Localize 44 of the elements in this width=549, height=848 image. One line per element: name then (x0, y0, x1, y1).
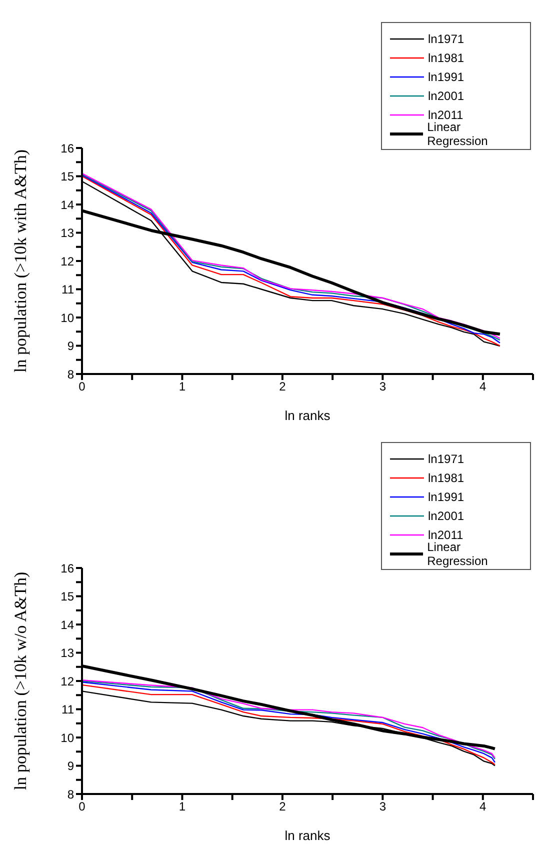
legend-label: ln1991 (428, 70, 464, 84)
y-tick-label: 10 (60, 310, 74, 325)
x-tick-label: 0 (78, 800, 86, 814)
legend-label: ln2001 (428, 88, 464, 102)
y-tick-label: 12 (60, 254, 74, 268)
y-tick-label: 11 (62, 702, 74, 717)
y-tick-label: 15 (60, 590, 74, 604)
y-tick-label: 10 (60, 730, 74, 745)
legend-label: ln2001 (428, 508, 464, 522)
x-tick-label: 3 (379, 800, 386, 814)
y-tick-label: 8 (67, 367, 74, 382)
y-tick-label: 8 (67, 787, 74, 802)
x-tick-label: 2 (279, 380, 286, 394)
y-tick-label: 11 (62, 282, 74, 297)
y-tick-label: 14 (60, 618, 74, 632)
legend-label: ln1971 (428, 32, 464, 46)
legend-label: ln1981 (428, 50, 464, 64)
legend-label: ln1981 (428, 470, 464, 484)
legend-label: ln1991 (428, 490, 464, 504)
legend-label: Linear Regression (427, 540, 489, 568)
x-tick-label: 0 (78, 380, 86, 394)
x-axis-title: ln ranks (284, 828, 331, 843)
y-tick-label: 16 (60, 561, 74, 576)
y-tick-label: 9 (67, 339, 74, 354)
legend-label: Linear Regression (427, 120, 489, 148)
x-tick-label: 1 (178, 800, 186, 814)
x-tick-label: 4 (480, 380, 487, 394)
x-tick-label: 3 (379, 380, 386, 394)
y-tick-label: 14 (60, 198, 74, 212)
x-tick-label: 1 (178, 380, 186, 394)
y-tick-label: 12 (60, 674, 74, 688)
x-tick-label: 4 (480, 800, 487, 814)
y-tick-label: 9 (67, 759, 74, 774)
y-tick-label: 13 (60, 226, 74, 240)
x-axis-title: ln ranks (284, 408, 331, 423)
y-axis-title: ln population (>10k w/o A&Th) (11, 572, 30, 790)
y-axis-title: ln population (>10k with A&Th) (11, 149, 30, 373)
y-tick-label: 16 (60, 141, 74, 156)
y-tick-label: 13 (60, 646, 74, 660)
legend-label: ln2011 (428, 108, 464, 122)
legend-label: ln2011 (428, 528, 464, 542)
x-tick-label: 2 (279, 800, 286, 814)
legend-label: ln1971 (428, 452, 464, 466)
y-tick-label: 15 (60, 170, 74, 184)
